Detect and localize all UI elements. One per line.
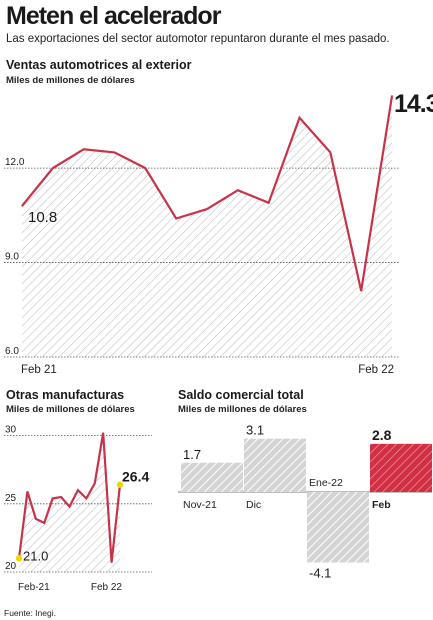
- chart1-data-point: [144, 167, 146, 169]
- chart2-data-point: [85, 497, 87, 499]
- chart2-data-point: [52, 497, 54, 499]
- chart2-xlabel-start: Feb-21: [18, 582, 50, 593]
- source-note: Fuente: Inegi.: [4, 608, 56, 618]
- chart3-unit: Miles de millones de dólares: [178, 404, 307, 415]
- chart1-data-point: [360, 290, 362, 292]
- chart2-ytick-label: 30: [5, 425, 17, 436]
- chart2-first-point-marker: [15, 555, 23, 562]
- chart2-data-point: [68, 505, 71, 508]
- chart2-ytick-label: 25: [5, 493, 17, 504]
- chart1-ytick-label: 9.0: [5, 252, 19, 263]
- chart3-category-label: Dic: [246, 499, 261, 511]
- chart2-data-point: [35, 518, 37, 520]
- chart1-data-point: [329, 151, 331, 153]
- chart3-value-label: 2.8: [372, 427, 392, 443]
- chart1-data-point: [298, 117, 301, 119]
- chart3-category-label: Ene-22: [309, 477, 343, 489]
- chart2-ytick-label: 20: [5, 561, 17, 572]
- chart2-title: Otras manufacturas: [6, 388, 125, 402]
- chart2-data-point: [94, 482, 96, 484]
- chart2-xlabel-end: Feb 22: [91, 582, 123, 593]
- chart3-value-label: 1.7: [183, 447, 201, 462]
- chart1-data-point: [268, 202, 270, 204]
- chart1-data-point: [175, 217, 177, 220]
- chart1-last-value-label: 14.3: [394, 90, 433, 118]
- chart1-ytick-label: 6.0: [5, 346, 19, 357]
- chart1-data-point: [113, 151, 116, 153]
- chart1-data-point: [83, 148, 85, 150]
- chart1-data-point: [52, 167, 54, 169]
- chart3-bar: [244, 438, 306, 492]
- chart1-xlabel-end: Feb 22: [358, 364, 394, 376]
- chart1-data-point: [206, 208, 208, 210]
- chart1-ytick-label: 12.0: [5, 157, 25, 168]
- chart3-value-label: 3.1: [246, 423, 264, 438]
- chart2-data-point: [26, 490, 29, 493]
- subhead: Las exportaciones del sector automotor r…: [6, 33, 390, 45]
- chart2-data-point: [60, 496, 62, 498]
- chart3-bar: [181, 462, 243, 492]
- chart1-data-point: [21, 205, 23, 207]
- chart3-bar: [370, 443, 432, 492]
- chart2-first-value-label: 21.0: [23, 548, 48, 563]
- chart2-unit: Miles de millones de dólares: [6, 404, 135, 415]
- headline: Meten el acelerador: [6, 2, 221, 30]
- chart2-data-point: [77, 489, 79, 491]
- chart1-title: Ventas automotrices al exterior: [6, 58, 192, 72]
- chart3-bar: [307, 492, 369, 563]
- chart3-value-label: -4.1: [309, 566, 331, 581]
- chart3-title: Saldo comercial total: [178, 388, 304, 402]
- chart2-last-value-label: 26.4: [122, 469, 149, 485]
- chart1-first-value-label: 10.8: [28, 209, 57, 226]
- chart1-unit: Miles de millones de dólares: [6, 75, 135, 86]
- chart1-xlabel-start: Feb 21: [21, 364, 57, 376]
- chart2-data-point: [102, 432, 104, 434]
- chart2-area-fill: [19, 432, 120, 572]
- chart2-last-point-marker: [116, 481, 124, 488]
- chart3-category-label: Nov-21: [183, 499, 217, 511]
- chart1-area-fill: [22, 95, 392, 357]
- chart1-data-point: [237, 189, 239, 191]
- chart3-category-label: Feb: [372, 499, 391, 511]
- chart2-data-point: [43, 522, 45, 524]
- chart1-data-point: [391, 95, 393, 97]
- chart2-data-point: [110, 561, 113, 564]
